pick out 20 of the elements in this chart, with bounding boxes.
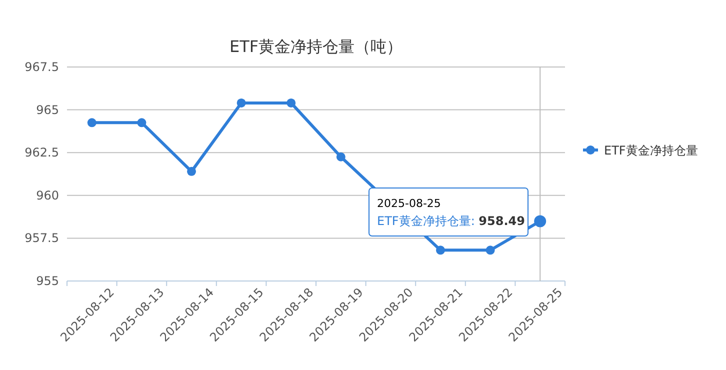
point [236, 98, 246, 108]
point [336, 152, 346, 162]
y-tick-label: 957.5 [24, 231, 59, 246]
point [187, 166, 196, 176]
y-tick-label: 962.5 [24, 146, 59, 160]
y-tick-label: 960 [36, 188, 59, 202]
tooltip: 2025-08-25 ETF黄金净持仓量: 958.49 [368, 188, 528, 236]
point [286, 98, 296, 108]
point [87, 118, 96, 128]
legend-item: ETF黄金净持仓量 [583, 144, 698, 158]
annotation: ETF黄金净持仓量: 958.49 [377, 214, 525, 228]
y-tick-label: 967.5 [24, 60, 59, 74]
annotation: 2025-08-25 [377, 197, 441, 210]
y-tick-label: 955 [36, 274, 59, 288]
y-tick-label: 965 [36, 102, 59, 117]
chart-title: ETF黄金净持仓量（吨） [229, 37, 403, 56]
point [137, 118, 146, 128]
point [486, 246, 495, 255]
point [436, 246, 445, 255]
legend-label: ETF黄金净持仓量 [604, 144, 698, 158]
